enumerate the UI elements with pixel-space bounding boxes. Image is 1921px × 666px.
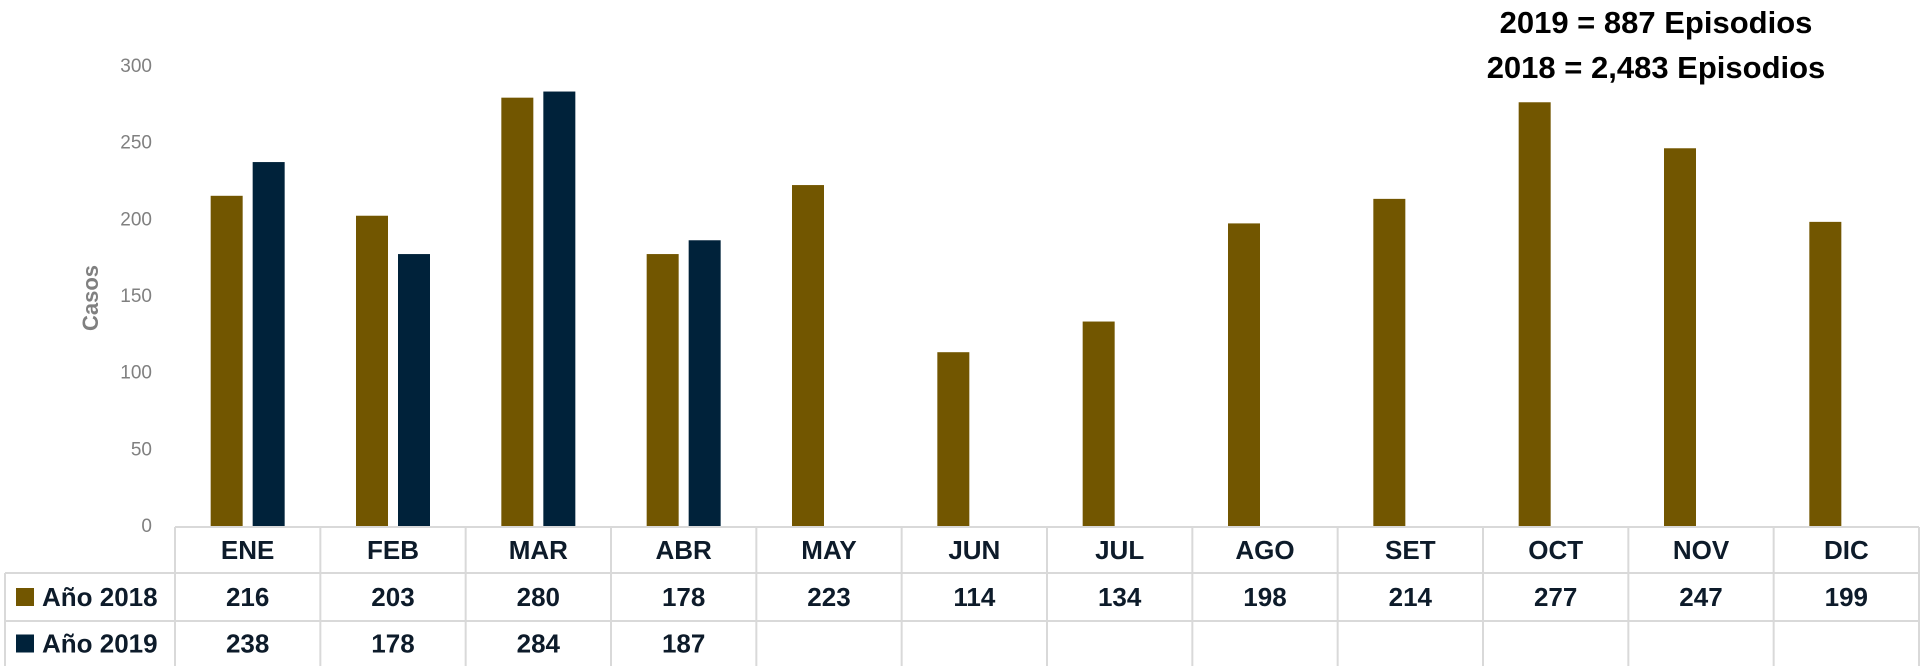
- table-value: 199: [1825, 582, 1868, 612]
- bar: [543, 91, 576, 528]
- table-value: 203: [371, 582, 414, 612]
- x-tick-label: MAR: [509, 535, 568, 565]
- table-value: 223: [807, 582, 850, 612]
- y-tick-label: 100: [120, 363, 152, 384]
- table-value: 214: [1389, 582, 1433, 612]
- table-value: 187: [662, 628, 705, 658]
- bar: [252, 162, 285, 528]
- y-tick-label: 50: [131, 439, 152, 460]
- x-tick-label: JUN: [948, 535, 1000, 565]
- bar: [356, 215, 388, 527]
- bar: [1228, 223, 1260, 527]
- y-tick-label: 300: [120, 56, 152, 77]
- y-axis-label: Casos: [78, 265, 103, 331]
- table-value: 178: [371, 628, 414, 658]
- table-value: 247: [1679, 582, 1722, 612]
- annotation: 2018 = 2,483 Episodios: [1487, 50, 1826, 85]
- x-tick-label: ENE: [221, 535, 274, 565]
- x-tick-label: NOV: [1673, 535, 1730, 565]
- x-tick-label: DIC: [1824, 535, 1869, 565]
- table-value: 284: [517, 628, 561, 658]
- bar: [501, 97, 534, 528]
- bar: [937, 352, 970, 527]
- bar: [792, 185, 824, 528]
- legend-label: Año 2018: [42, 582, 158, 612]
- x-tick-label: MAY: [801, 535, 856, 565]
- y-tick-label: 0: [141, 516, 152, 537]
- annotation: 2019 = 887 Episodios: [1500, 5, 1813, 40]
- bar: [1082, 321, 1115, 527]
- y-tick-label: 250: [120, 133, 152, 154]
- bar: [1664, 148, 1696, 527]
- table-value: 178: [662, 582, 705, 612]
- bar: [688, 240, 721, 527]
- table-value: 238: [226, 628, 269, 658]
- table-value: 114: [953, 582, 995, 612]
- table-value: 216: [226, 582, 269, 612]
- table-value: 280: [517, 582, 560, 612]
- y-tick-label: 150: [120, 286, 152, 307]
- bar: [1809, 221, 1842, 527]
- bar: [1518, 102, 1551, 528]
- bar: [210, 195, 243, 528]
- bar: [398, 254, 430, 528]
- x-tick-label: OCT: [1528, 535, 1583, 565]
- x-tick-label: JUL: [1095, 535, 1144, 565]
- table-value: 198: [1243, 582, 1286, 612]
- table-value: 277: [1534, 582, 1577, 612]
- x-tick-label: ABR: [655, 535, 712, 565]
- table-value: 134: [1098, 582, 1142, 612]
- bar: [1373, 198, 1406, 527]
- legend-swatch: [16, 634, 34, 653]
- bar: [646, 254, 679, 528]
- x-tick-label: AGO: [1235, 535, 1294, 565]
- x-tick-label: FEB: [367, 535, 419, 565]
- legend-swatch: [16, 588, 34, 606]
- legend-label: Año 2019: [42, 628, 158, 658]
- x-tick-label: SET: [1385, 535, 1436, 565]
- y-tick-label: 200: [120, 209, 152, 230]
